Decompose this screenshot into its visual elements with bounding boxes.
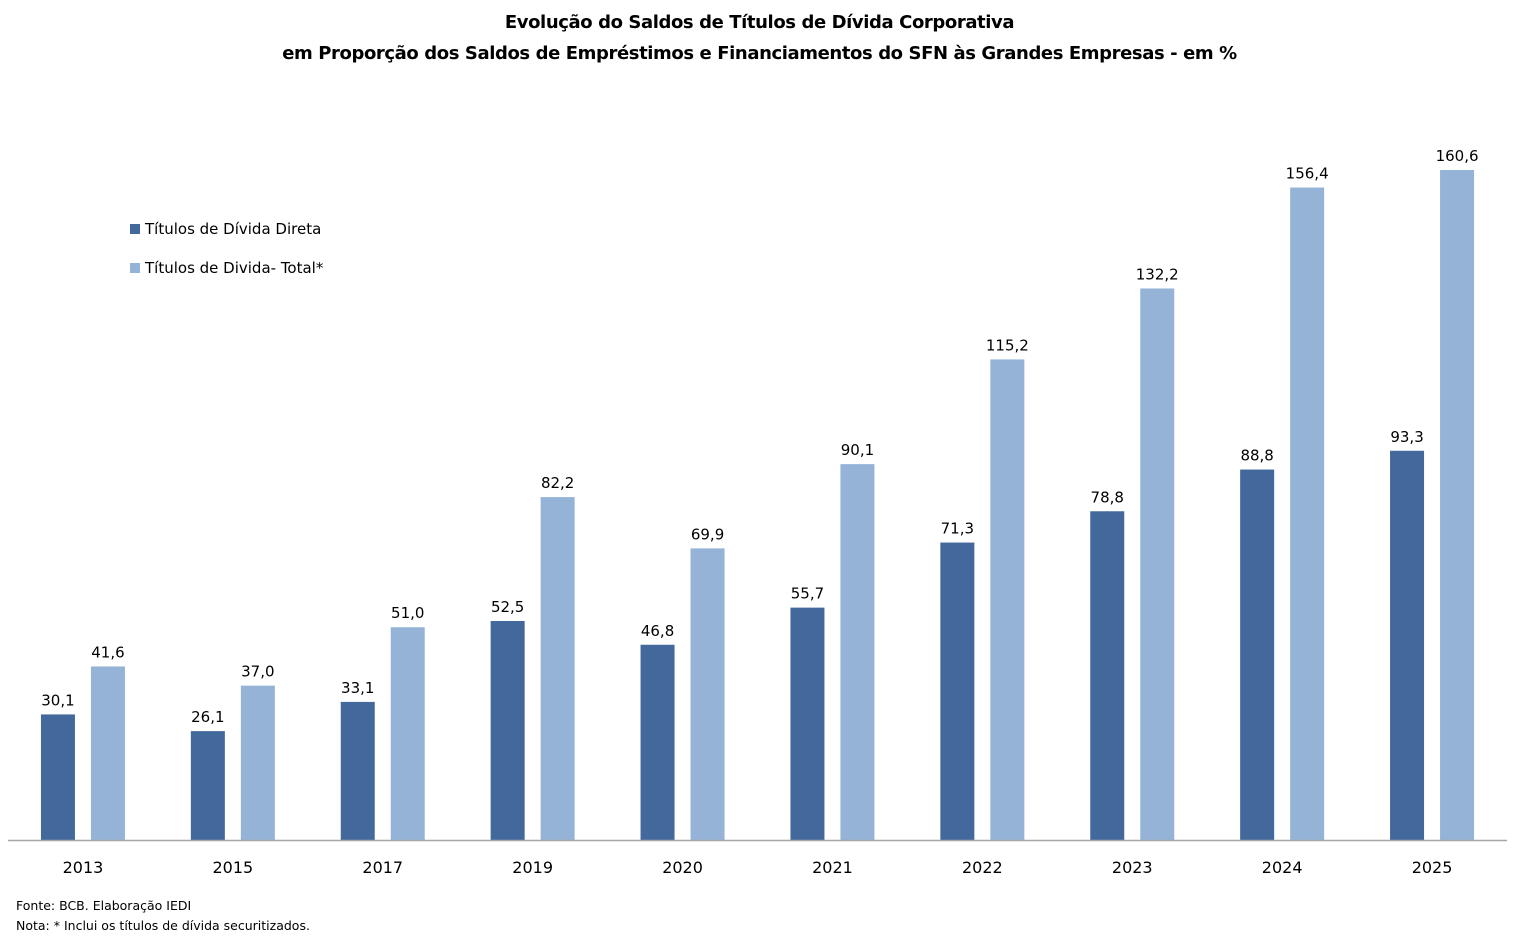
bar-direta-2025 (1390, 450, 1425, 840)
bar-direta-2017 (340, 701, 375, 840)
x-tick-label-2019: 2019 (512, 858, 553, 877)
data-label-direta-2015: 26,1 (191, 708, 224, 726)
data-label-total-2017: 51,0 (391, 604, 424, 622)
x-tick-label-2013: 2013 (63, 858, 104, 877)
legend-label-direta: Títulos de Dívida Direta (145, 220, 322, 238)
bar-total-2023 (1140, 288, 1175, 840)
data-label-direta-2013: 30,1 (41, 691, 74, 709)
source-note: Fonte: BCB. Elaboração IEDI (16, 898, 192, 913)
data-label-direta-2025: 93,3 (1390, 428, 1423, 446)
bar-direta-2020 (640, 644, 675, 840)
data-label-total-2021: 90,1 (841, 441, 874, 459)
footnote: Nota: * Inclui os títulos de dívida secu… (16, 918, 310, 933)
bar-total-2022 (990, 359, 1025, 840)
bar-direta-2015 (190, 731, 225, 840)
x-tick-label-2022: 2022 (962, 858, 1003, 877)
data-label-direta-2023: 78,8 (1091, 488, 1124, 506)
bar-total-2020 (690, 548, 725, 840)
data-label-total-2023: 132,2 (1136, 265, 1179, 283)
x-tick-label-2023: 2023 (1112, 858, 1153, 877)
data-label-total-2013: 41,6 (91, 643, 124, 661)
x-tick-label-2017: 2017 (362, 858, 403, 877)
bar-total-2015 (240, 685, 275, 840)
x-tick-label-2024: 2024 (1262, 858, 1303, 877)
bar-total-2021 (840, 464, 875, 840)
legend-item-total: Títulos de Divida- Total* (130, 259, 323, 277)
data-label-total-2024: 156,4 (1286, 165, 1329, 183)
bar-direta-2024 (1240, 469, 1275, 840)
legend-swatch-direta (130, 224, 140, 234)
bar-direta-2022 (940, 542, 975, 840)
data-label-direta-2024: 88,8 (1240, 447, 1273, 465)
chart-title: Evolução do Saldos de Títulos de Dívida … (504, 12, 1015, 33)
data-label-total-2020: 69,9 (691, 525, 724, 543)
legend-item-direta: Títulos de Dívida Direta (130, 220, 321, 238)
bar-total-2025 (1440, 170, 1475, 840)
data-label-direta-2019: 52,5 (491, 598, 524, 616)
x-tick-label-2020: 2020 (662, 858, 703, 877)
data-label-total-2025: 160,6 (1436, 147, 1479, 165)
bar-direta-2023 (1090, 511, 1125, 840)
x-tick-label-2021: 2021 (812, 858, 853, 877)
legend-label-total: Títulos de Divida- Total* (145, 259, 324, 277)
legend-swatch-total (130, 263, 140, 273)
bar-direta-2021 (790, 607, 825, 840)
data-label-total-2019: 82,2 (541, 474, 574, 492)
bar-direta-2013 (40, 714, 75, 840)
x-tick-label-2025: 2025 (1412, 858, 1453, 877)
bar-total-2013 (90, 666, 125, 840)
data-label-total-2015: 37,0 (241, 663, 274, 681)
data-label-direta-2020: 46,8 (641, 622, 674, 640)
bar-total-2024 (1290, 187, 1325, 840)
data-label-direta-2021: 55,7 (791, 585, 824, 603)
bar-direta-2019 (490, 620, 525, 840)
data-label-total-2022: 115,2 (986, 336, 1029, 354)
bar-total-2017 (390, 627, 425, 840)
data-label-direta-2017: 33,1 (341, 679, 374, 697)
x-tick-label-2015: 2015 (212, 858, 253, 877)
chart-subtitle: em Proporção dos Saldos de Empréstimos e… (282, 43, 1237, 64)
data-label-direta-2022: 71,3 (941, 520, 974, 538)
bar-total-2019 (540, 497, 575, 840)
